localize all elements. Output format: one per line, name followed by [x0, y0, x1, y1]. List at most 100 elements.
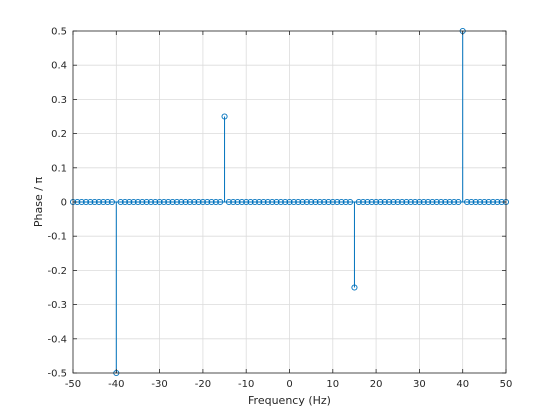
stem-marker: [204, 198, 211, 206]
stem-marker: [425, 198, 432, 206]
stem-marker: [91, 198, 98, 206]
stem-marker: [147, 198, 154, 206]
stem-marker: [450, 198, 458, 206]
stem-marker: [455, 198, 462, 206]
stem-marker: [416, 198, 423, 206]
stem-marker: [472, 198, 479, 206]
stem-marker: [282, 198, 289, 206]
stem-marker: [251, 198, 258, 206]
stem-marker: [208, 198, 215, 206]
stem-marker: [277, 198, 284, 206]
stem-marker: [308, 198, 315, 206]
stem-marker: [347, 198, 354, 206]
stem-marker: [377, 198, 384, 206]
x-tick-label: -30: [151, 379, 167, 390]
stem-marker: [256, 198, 263, 206]
stem-marker: [468, 198, 475, 206]
stem-marker: [342, 198, 349, 206]
stem-marker: [407, 198, 414, 206]
stem-marker: [303, 198, 310, 206]
stem-marker: [338, 198, 345, 206]
stem-marker: [286, 198, 293, 206]
stem-marker: [230, 198, 237, 206]
x-axis-label: Frequency (Hz): [248, 394, 331, 407]
stem-marker: [269, 198, 276, 206]
stem-marker: [351, 284, 358, 291]
y-tick-label: 0.3: [51, 95, 67, 106]
x-tick-label: 50: [500, 379, 513, 390]
stem-marker: [316, 198, 323, 206]
x-tick-label: 10: [326, 379, 339, 390]
stem-marker: [412, 198, 419, 206]
stem-marker: [295, 198, 302, 206]
stem-marker: [243, 198, 250, 206]
stem-marker: [433, 198, 440, 206]
x-tick-label: 20: [370, 379, 383, 390]
stem-marker: [95, 198, 103, 206]
stem-marker: [442, 198, 449, 206]
stem-marker: [494, 198, 501, 206]
x-tick-label: -50: [65, 379, 81, 390]
y-tick-label: -0.2: [47, 266, 67, 277]
stem-marker: [420, 198, 427, 206]
stem-marker: [273, 198, 280, 206]
stem-marker: [212, 198, 219, 206]
stem-marker: [78, 198, 85, 206]
markers-layer: [69, 27, 510, 377]
y-tick-label: -0.3: [47, 300, 67, 311]
stem-marker: [429, 198, 436, 206]
y-tick-label: 0: [61, 198, 67, 209]
stem-marker: [178, 198, 185, 206]
stem-marker: [386, 198, 393, 206]
stem-marker: [104, 198, 111, 206]
stem-marker: [139, 198, 146, 206]
stem-marker: [437, 198, 445, 206]
y-tick-label: -0.1: [47, 232, 67, 243]
stem-marker: [221, 113, 228, 120]
stem-marker: [329, 198, 336, 206]
stem-marker: [160, 198, 167, 206]
stem-marker: [334, 198, 341, 206]
stem-marker: [446, 198, 453, 206]
x-tick-label: 0: [286, 379, 292, 390]
y-tick-label: 0.1: [51, 163, 67, 174]
stem-marker: [217, 198, 224, 206]
stem-marker: [143, 198, 150, 206]
stem-marker: [100, 198, 107, 206]
stem-marker: [169, 198, 176, 206]
stem-marker: [390, 198, 397, 206]
stem-marker: [381, 198, 388, 206]
x-tick-label: 30: [413, 379, 426, 390]
stem-marker: [152, 198, 159, 206]
stem-marker: [481, 198, 488, 206]
stem-marker: [463, 198, 471, 206]
x-tick-label: 40: [456, 379, 469, 390]
stem-marker: [87, 198, 94, 206]
y-tick-label: -0.5: [47, 369, 67, 380]
stem-marker: [364, 198, 371, 206]
stem-marker: [403, 198, 410, 206]
stem-marker: [373, 198, 380, 206]
stem-marker: [199, 198, 206, 206]
y-tick-label: -0.4: [47, 334, 67, 345]
stem-marker: [360, 198, 367, 206]
stem-marker: [238, 198, 245, 206]
stem-marker: [299, 198, 306, 206]
stem-marker: [186, 198, 193, 206]
stem-marker: [247, 198, 254, 206]
stem-marker: [325, 198, 332, 206]
tick-layer: [72, 30, 507, 374]
stem-marker: [321, 198, 328, 206]
stem-marker: [156, 198, 163, 206]
stem-marker: [290, 198, 297, 206]
x-tick-label: -10: [238, 379, 254, 390]
x-tick-label: -20: [195, 379, 211, 390]
stem-marker: [489, 198, 497, 206]
stem-marker: [195, 198, 202, 206]
tick-label-layer: -50 -40 -30 -20 -10 0 10 20 30 40 50 -0.5 -0.4 -0.3 -0…: [47, 27, 512, 391]
stem-marker: [476, 198, 484, 206]
stem-marker: [312, 198, 319, 206]
stem-marker: [368, 198, 375, 206]
stem-marker: [394, 198, 401, 206]
stem-marker: [121, 198, 129, 206]
